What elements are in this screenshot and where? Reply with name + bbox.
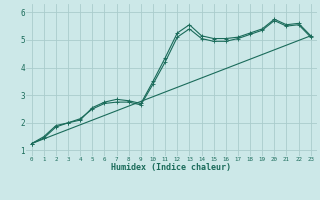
- X-axis label: Humidex (Indice chaleur): Humidex (Indice chaleur): [111, 163, 231, 172]
